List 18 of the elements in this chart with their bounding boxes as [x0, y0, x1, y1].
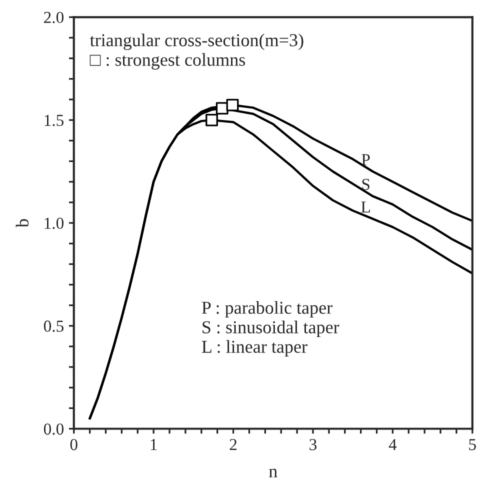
series-label: L [361, 202, 370, 213]
series-label: S [362, 178, 370, 190]
y-tick-label: 1.0 [44, 218, 64, 229]
x-tick-label: 2 [230, 439, 237, 450]
x-tick-label: 3 [310, 439, 316, 450]
x-tick-label: 0 [70, 438, 78, 450]
annotation: P : parabolic taper S : sinusoidal taper L : linear taper [202, 301, 340, 357]
x-axis-title: n [269, 468, 278, 478]
y-tick-label: 2.0 [44, 12, 64, 24]
y-tick-label: 0.5 [44, 320, 64, 332]
y-axis-title: b [16, 219, 29, 228]
x-tick-label: 1 [150, 439, 157, 450]
annotation: triangular cross-section(m=3) □ : strongest columns [90, 34, 304, 70]
x-tick-label: 4 [388, 439, 397, 450]
x-tick-label: 5 [469, 439, 476, 450]
series-label: P [362, 154, 370, 166]
y-tick-label: 1.5 [44, 114, 64, 126]
y-tick-label: 0.0 [44, 423, 64, 435]
